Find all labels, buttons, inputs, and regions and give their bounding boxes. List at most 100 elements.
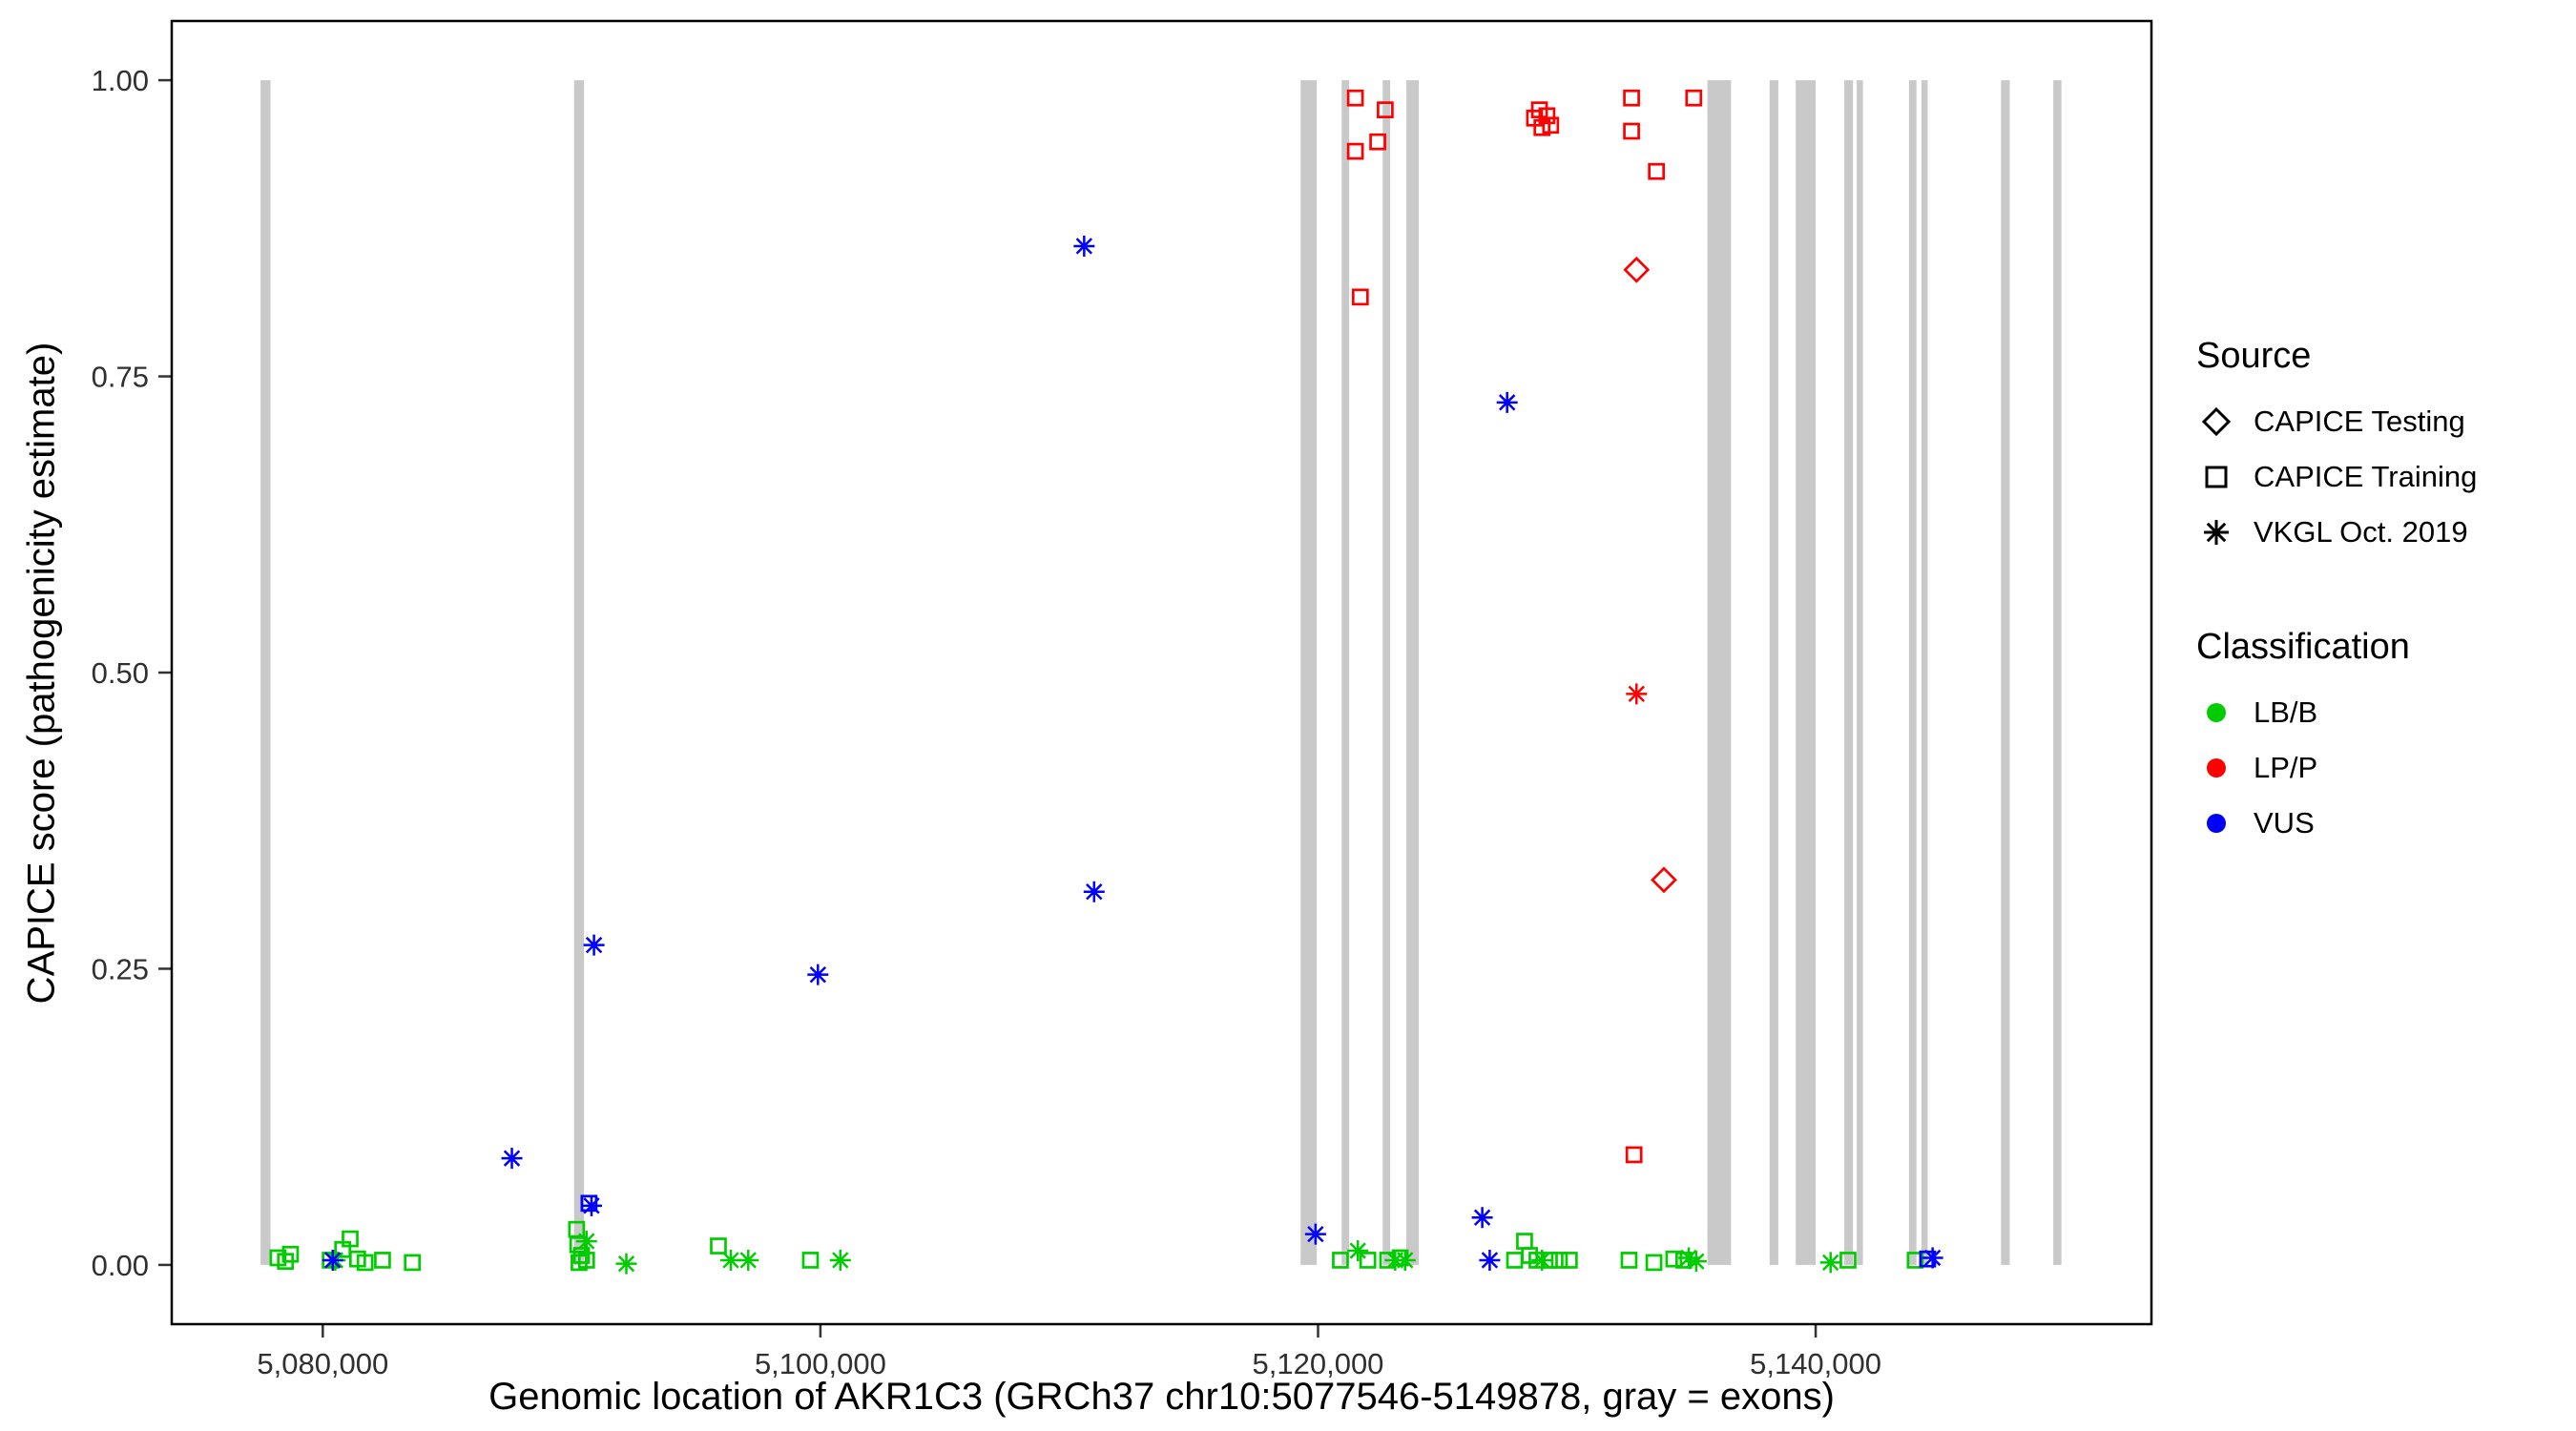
- exon-bar: [1707, 80, 1732, 1265]
- asterisk-icon: [2204, 520, 2229, 545]
- data-point: [1839, 1252, 1857, 1269]
- data-point: [1623, 256, 1651, 283]
- data-point: [1645, 1254, 1663, 1272]
- legend-item-lbb: LB/B: [2196, 693, 2477, 733]
- legend-item-vus: VUS: [2196, 803, 2477, 843]
- data-point: [1561, 1252, 1578, 1269]
- data-point: [1516, 1233, 1533, 1250]
- exon-bar: [573, 80, 585, 1265]
- data-point: [1685, 1251, 1707, 1273]
- data-point: [322, 1249, 343, 1271]
- data-point: [1620, 1252, 1638, 1269]
- data-point: [1623, 122, 1640, 140]
- data-point: [1531, 1249, 1553, 1271]
- y-tick-label: 0.50: [92, 656, 149, 690]
- data-point: [801, 1252, 820, 1269]
- data-point: [807, 964, 829, 985]
- data-point: [1922, 1247, 1943, 1269]
- y-tick-label: 0.25: [92, 952, 149, 985]
- legend-item-label: LP/P: [2254, 751, 2318, 784]
- data-point: [577, 1252, 595, 1269]
- data-point: [374, 1252, 391, 1269]
- data-point: [1626, 683, 1648, 705]
- x-axis-title: Genomic location of AKR1C3 (GRCh37 chr10…: [488, 1376, 1835, 1418]
- data-point: [1651, 866, 1677, 894]
- data-point: [404, 1254, 422, 1272]
- data-point: [1685, 89, 1703, 107]
- data-point: [1332, 1252, 1349, 1269]
- data-point: [281, 1245, 300, 1263]
- data-point: [580, 1194, 598, 1213]
- data-point: [575, 1231, 597, 1253]
- data-point: [737, 1249, 759, 1271]
- y-tick-label: 0.75: [92, 361, 149, 394]
- y-tick-label: 0.00: [92, 1249, 149, 1282]
- exon-bar: [1300, 80, 1318, 1265]
- legend-item-label: LB/B: [2254, 695, 2318, 729]
- data-point: [1346, 142, 1364, 160]
- data-point: [1906, 1252, 1924, 1269]
- data-point: [1377, 101, 1394, 118]
- data-point: [1648, 162, 1666, 180]
- data-point: [1625, 1146, 1643, 1164]
- data-point: [1550, 1252, 1568, 1269]
- data-point: [1538, 107, 1556, 125]
- exon-bar: [1406, 80, 1420, 1265]
- data-point: [1304, 1223, 1326, 1245]
- x-tick-label: 5,080,000: [257, 1347, 388, 1380]
- legend-group-source: Source CAPICE Testing CAPICE Training VK…: [2196, 336, 2477, 552]
- data-point: [1479, 1249, 1501, 1271]
- y-axis-title-wrap: CAPICE score (pathogenicity estimate): [8, 21, 76, 1324]
- data-point: [1678, 1247, 1700, 1269]
- data-point: [1083, 881, 1105, 902]
- legend-item-label: VKGL Oct. 2019: [2254, 515, 2468, 549]
- data-point: [1506, 1252, 1524, 1269]
- exon-bar: [1844, 80, 1854, 1265]
- legend-item-lpp: LP/P: [2196, 748, 2477, 788]
- diamond-icon: [2201, 406, 2232, 437]
- exon-bar: [1769, 80, 1778, 1265]
- legend-item-label: CAPICE Testing: [2254, 404, 2465, 438]
- x-tick-label: 5,140,000: [1750, 1347, 1881, 1380]
- exon-bar: [1921, 80, 1928, 1265]
- data-point: [1346, 89, 1364, 107]
- data-point: [1542, 116, 1560, 135]
- data-point: [1496, 391, 1518, 413]
- data-point: [1359, 1252, 1377, 1269]
- data-point: [501, 1148, 523, 1170]
- data-point: [1073, 235, 1095, 257]
- square-icon: [2205, 466, 2228, 488]
- exon-bar: [1857, 80, 1863, 1265]
- data-point: [1623, 89, 1640, 107]
- data-point: [1369, 133, 1386, 151]
- legend-item-vkgl: VKGL Oct. 2019: [2196, 512, 2477, 552]
- green-circle-icon: [2207, 703, 2226, 722]
- legend-item-label: CAPICE Training: [2254, 460, 2478, 493]
- exon-bar: [1908, 80, 1917, 1265]
- data-point: [342, 1230, 359, 1248]
- y-tick-label: 1.00: [92, 64, 149, 97]
- exon-bar: [1796, 80, 1817, 1265]
- red-circle-icon: [2207, 758, 2226, 778]
- blue-circle-icon: [2207, 814, 2226, 833]
- legend: Source CAPICE Testing CAPICE Training VK…: [2196, 336, 2477, 859]
- legend-item-capice-testing: CAPICE Testing: [2196, 402, 2477, 442]
- exon-bar: [2001, 80, 2010, 1265]
- data-point: [720, 1249, 742, 1271]
- x-tick-label: 5,100,000: [755, 1347, 886, 1380]
- data-point: [1394, 1249, 1416, 1271]
- x-tick-label: 5,120,000: [1253, 1347, 1384, 1380]
- legend-item-capice-training: CAPICE Training: [2196, 457, 2477, 497]
- exon-bar: [1341, 80, 1350, 1265]
- data-point: [1351, 288, 1369, 306]
- data-point: [569, 1235, 587, 1254]
- data-point: [710, 1237, 727, 1255]
- exon-bar: [2053, 80, 2062, 1265]
- data-point: [1347, 1240, 1369, 1262]
- exon-bar: [260, 80, 271, 1265]
- data-point: [829, 1249, 851, 1271]
- data-point: [1819, 1252, 1841, 1274]
- y-axis-title: CAPICE score (pathogenicity estimate): [20, 342, 63, 1004]
- data-point: [615, 1253, 637, 1275]
